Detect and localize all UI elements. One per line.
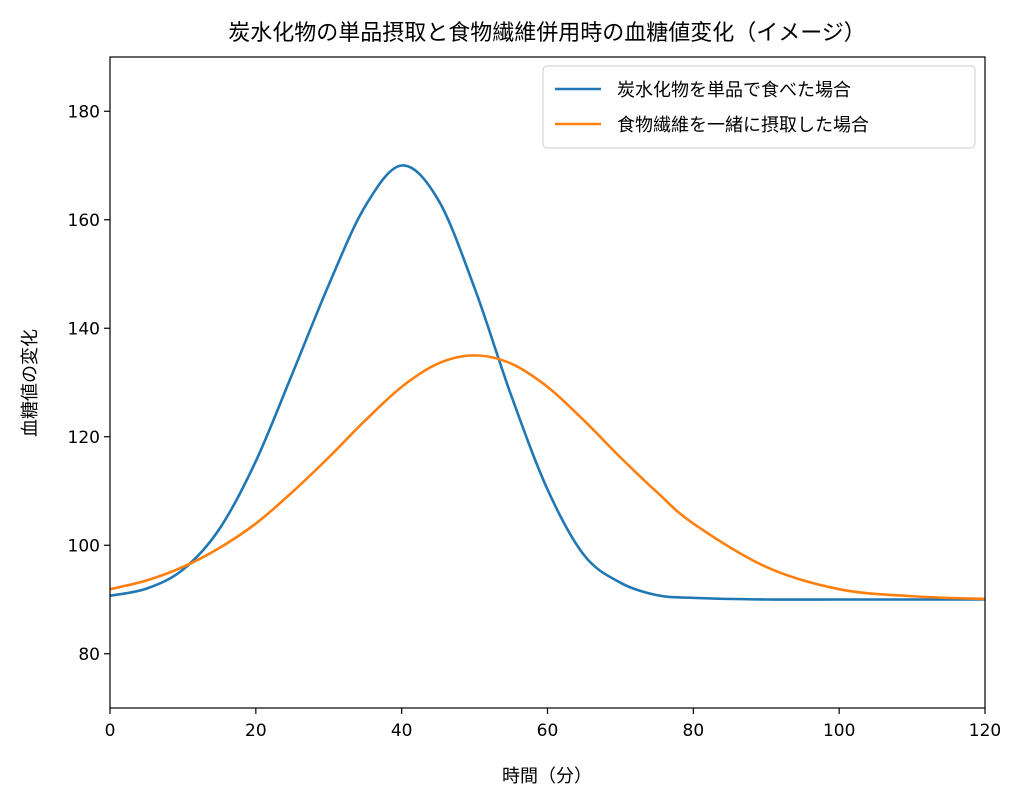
x-tick-label: 80	[683, 721, 705, 741]
series-lines	[110, 164, 985, 601]
y-tick-label: 100	[68, 536, 100, 556]
chart-title: 炭水化物の単品摂取と食物繊維併用時の血糖値変化（イメージ）	[228, 21, 866, 46]
series-line-1	[110, 164, 985, 601]
y-tick-label: 160	[68, 211, 100, 231]
axes: 0 20 40 60 80 100 120 80 100 120 140 160 180	[68, 56, 1001, 741]
legend-label-2: 食物繊維を一緒に摂取した場合	[617, 115, 869, 136]
y-tick-label: 180	[68, 102, 100, 122]
legend-box	[542, 65, 976, 149]
x-axis-label: 時間（分）	[502, 766, 592, 787]
y-tick-label: 120	[68, 428, 100, 448]
y-axis-label: 血糖値の変化	[20, 329, 41, 437]
x-tick-label: 20	[245, 721, 267, 741]
y-tick-label: 80	[78, 645, 100, 665]
x-tick-label: 40	[391, 721, 413, 741]
x-tick-label: 100	[823, 721, 855, 741]
x-tick-label: 0	[105, 721, 116, 741]
plot-area	[110, 164, 985, 601]
x-tick-label: 60	[537, 721, 559, 741]
x-tick-label: 120	[969, 721, 1001, 741]
y-tick-label: 140	[68, 319, 100, 339]
plot-frame	[109, 56, 986, 709]
series-line-2	[110, 354, 985, 601]
legend-label-1: 炭水化物を単品で食べた場合	[617, 80, 851, 101]
